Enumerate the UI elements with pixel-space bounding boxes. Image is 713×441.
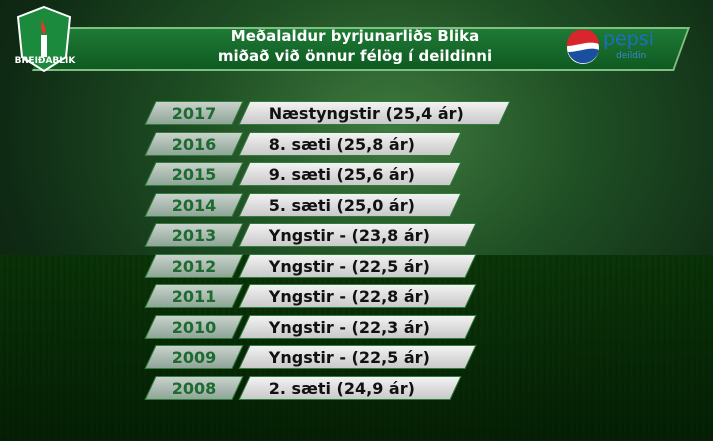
- row: 2008 2. sæti (24,9 ár): [144, 375, 462, 400]
- text-box: Næstyngstir (25,4 ár): [238, 101, 511, 125]
- year: 2009: [171, 347, 217, 367]
- row: 2014 5. sæti (25,0 ár): [144, 192, 462, 217]
- rank-text: Yngstir - (22,8 ár): [269, 286, 431, 306]
- text-box: Yngstir - (22,3 ár): [238, 314, 477, 339]
- text-box: 9. sæti (25,6 ár): [238, 162, 462, 186]
- year: 2011: [171, 286, 217, 306]
- year-box: 2015: [144, 162, 244, 186]
- year: 2008: [171, 378, 217, 397]
- rank-text: 9. sæti (25,6 ár): [269, 164, 416, 184]
- rank-text: Yngstir - (22,5 ár): [269, 256, 431, 275]
- text-box: Yngstir - (22,8 ár): [238, 284, 477, 308]
- logo-text: BREIÐABLIK: [14, 56, 76, 66]
- year-box: 2014: [144, 192, 244, 217]
- sponsor-name: pepsi: [603, 28, 654, 50]
- year-box: 2008: [144, 375, 244, 400]
- row: 2012 Yngstir - (22,5 ár): [144, 253, 477, 278]
- row: 2015 9. sæti (25,6 ár): [144, 162, 462, 186]
- sponsor-logo: [566, 30, 599, 64]
- text-box: 5. sæti (25,0 ár): [238, 192, 462, 217]
- year: 2017: [171, 103, 217, 123]
- year-box: 2013: [144, 223, 244, 247]
- row: 2011 Yngstir - (22,8 ár): [144, 284, 477, 308]
- row: 2016 8. sæti (25,8 ár): [144, 131, 462, 156]
- title-line: Meðalaldur byrjunarliðs Blika: [230, 27, 480, 45]
- year: 2010: [171, 317, 217, 336]
- year: 2014: [171, 195, 217, 214]
- text-box: Yngstir - (22,5 ár): [238, 345, 477, 369]
- title: Meðalaldur byrjunarliðs Blika miðað við …: [150, 26, 560, 66]
- title-line: miðað við önnur félög í deildinni: [217, 47, 493, 65]
- year-box: 2012: [144, 253, 244, 278]
- row: 2017 Næstyngstir (25,4 ár): [144, 101, 511, 125]
- row: 2010 Yngstir - (22,3 ár): [144, 314, 477, 339]
- text-box: Yngstir - (23,8 ár): [238, 223, 477, 247]
- club-logo: [16, 5, 72, 73]
- year: 2015: [171, 164, 217, 184]
- year-box: 2011: [144, 284, 244, 308]
- year: 2016: [171, 134, 217, 153]
- rank-text: 5. sæti (25,0 ár): [269, 195, 416, 214]
- rank-text: Yngstir - (22,3 ár): [269, 317, 431, 336]
- rank-text: Yngstir - (22,5 ár): [269, 347, 431, 367]
- year-box: 2009: [144, 345, 244, 369]
- rank-text: Næstyngstir (25,4 ár): [269, 103, 465, 123]
- year-box: 2016: [144, 131, 244, 156]
- text-box: Yngstir - (22,5 ár): [238, 253, 477, 278]
- year: 2012: [171, 256, 217, 275]
- row: 2013 Yngstir - (23,8 ár): [144, 223, 477, 247]
- rank-text: 8. sæti (25,8 ár): [269, 134, 416, 153]
- year-box: 2010: [144, 314, 244, 339]
- text-box: 2. sæti (24,9 ár): [238, 375, 462, 400]
- row: 2009 Yngstir - (22,5 ár): [144, 345, 477, 369]
- rank-text: 2. sæti (24,9 ár): [269, 378, 416, 397]
- year-box: 2017: [144, 101, 244, 125]
- rank-text: Yngstir - (23,8 ár): [269, 225, 431, 245]
- year: 2013: [171, 225, 217, 245]
- text-box: 8. sæti (25,8 ár): [238, 131, 462, 156]
- sponsor-sub: deildin: [616, 51, 647, 61]
